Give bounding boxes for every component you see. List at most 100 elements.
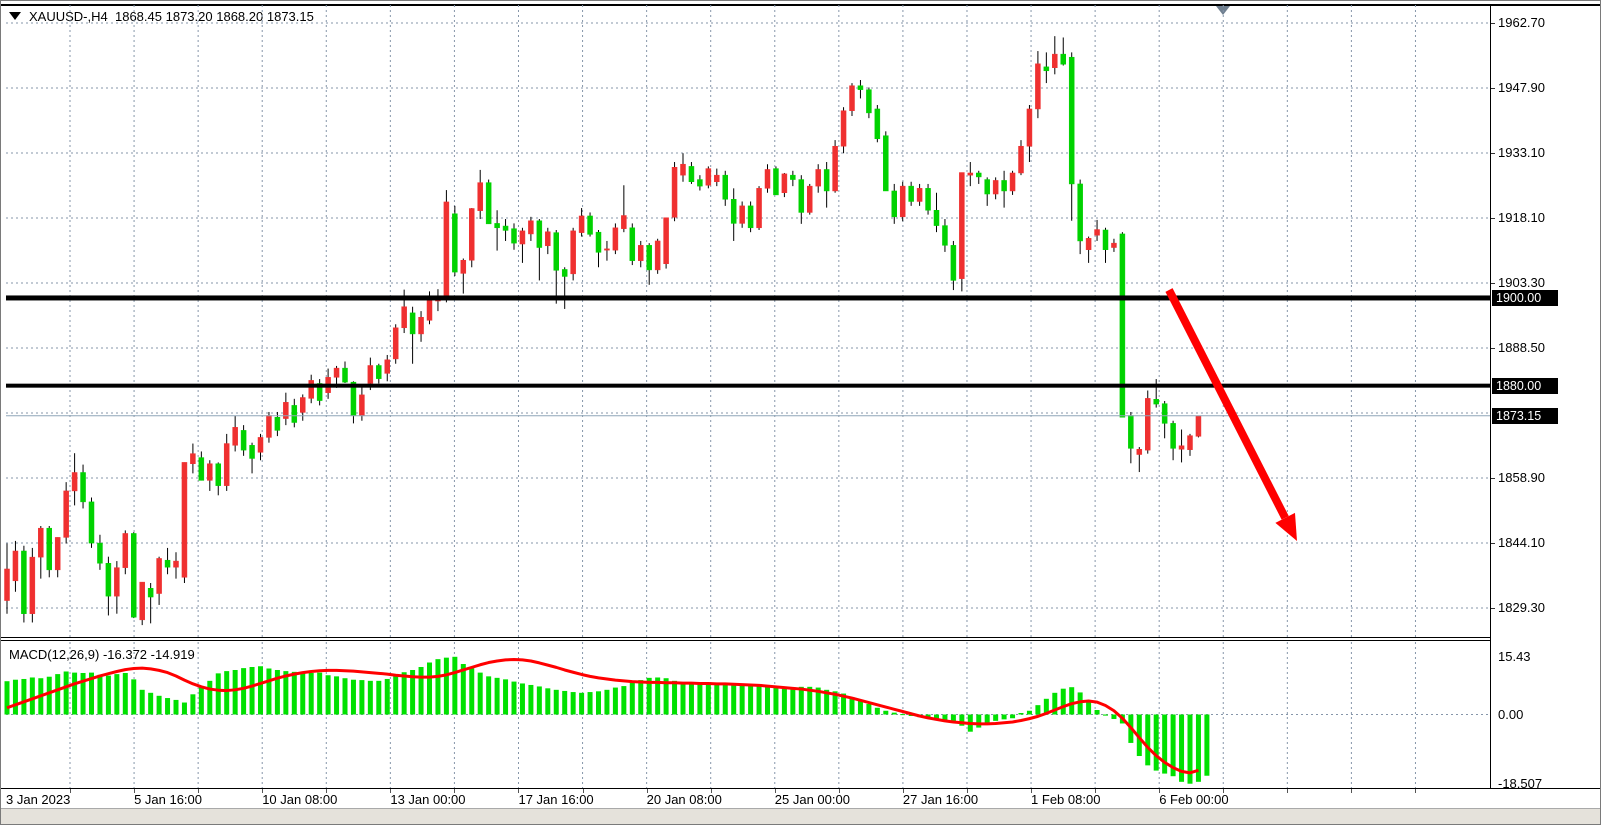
level-price-box-1900: 1900.00 [1492,289,1558,306]
macd-bar [1195,714,1201,782]
candle-body [232,427,238,446]
candle-body [308,380,314,399]
candle-body [654,240,661,271]
candle-body [570,230,576,275]
time-axis-tick [262,789,264,793]
trend-arrow[interactable] [1165,288,1297,541]
time-axis-label: 3 Jan 2023 [6,792,71,807]
candle-body [173,560,179,568]
current-price-box: 1873.15 [1492,407,1558,424]
macd-bar [410,669,416,715]
horizontal-level-line[interactable] [6,383,1490,388]
symbol-dropdown-icon[interactable] [9,12,21,20]
candle-body [426,299,433,321]
macd-bar [12,679,18,715]
candle-body [54,537,61,571]
candle-body [1111,242,1117,248]
symbol-label: XAUUSD-,H4 [29,9,108,24]
candle-body [815,169,821,187]
status-strip [1,808,1600,824]
time-axis-tick [902,789,904,793]
candle-body [274,416,281,431]
candle-body [545,231,551,247]
macd-bar [621,686,627,715]
macd-bar [283,671,289,715]
panel-separator[interactable] [1,637,1491,638]
candle-body [1001,180,1007,192]
macd-bar [249,667,255,715]
macd-bar [815,687,821,715]
macd-panel-canvas[interactable] [1,642,1491,788]
macd-bar [857,700,863,715]
candle-body [4,568,10,601]
time-axis-tick [198,789,200,793]
macd-bar [790,687,796,715]
candle-body [798,179,805,213]
macd-bar [29,677,35,715]
macd-bar [334,676,340,715]
candle-body [1119,233,1126,418]
macd-bar [629,682,635,715]
candle-body [63,490,69,538]
macd-bar [731,684,737,715]
price-axis-tick [1491,88,1495,89]
macd-bar [452,656,458,715]
candle-body [705,168,712,186]
macd-bar [1136,714,1142,757]
macd-bar [781,687,787,715]
candle-body [1085,238,1092,250]
macd-bar [1103,714,1108,716]
candle-body [190,453,196,464]
macd-bar [739,684,745,715]
macd-bar [528,684,534,715]
candle-body [29,556,36,614]
macd-bar [688,683,694,715]
time-axis-tick [454,789,456,793]
time-axis-label: 27 Jan 16:00 [902,792,979,807]
candle-body [629,227,636,261]
title-close: 1873.15 [266,9,314,24]
macd-bar [1043,698,1049,715]
price-axis-label: 1903.30 [1498,275,1545,290]
macd-bar [891,712,897,715]
macd-bar [418,667,424,715]
candle-body [1145,398,1151,451]
macd-bar [655,677,661,715]
price-chart-canvas[interactable] [1,1,1491,637]
macd-bar [984,714,990,725]
price-axis-label: 1844.10 [1498,535,1545,550]
candle-body [1035,63,1041,110]
macd-bar [97,674,103,715]
macd-bar [959,714,965,726]
candle-body [139,581,145,621]
macd-axis-label: 0.00 [1498,706,1524,722]
macd-bar [207,680,213,715]
candle-body [215,463,221,486]
macd-bar [156,695,162,715]
price-axis-tick [1491,478,1495,479]
candle-body [1060,53,1066,65]
candle-body [992,180,999,195]
horizontal-level-line[interactable] [6,295,1490,301]
macd-bar [866,704,872,715]
macd-bar [798,686,804,715]
candle-body [257,437,264,453]
candle-body [756,188,762,229]
candle-body [857,85,864,90]
arrow-shaft[interactable] [1165,288,1289,520]
candle-body [266,415,272,438]
candle-body [71,472,78,492]
macd-bar [503,679,509,715]
macd-bar [443,657,449,715]
candle-body [384,359,390,374]
time-axis-tick [326,789,328,793]
level-lines-layer[interactable] [6,295,1490,388]
macd-bar [1170,714,1176,777]
candle-body [1170,423,1176,449]
macd-bar [824,689,830,715]
macd-bar [1162,714,1168,774]
candle-body [747,205,754,229]
candle-body [790,174,796,180]
macd-bar [638,680,644,715]
